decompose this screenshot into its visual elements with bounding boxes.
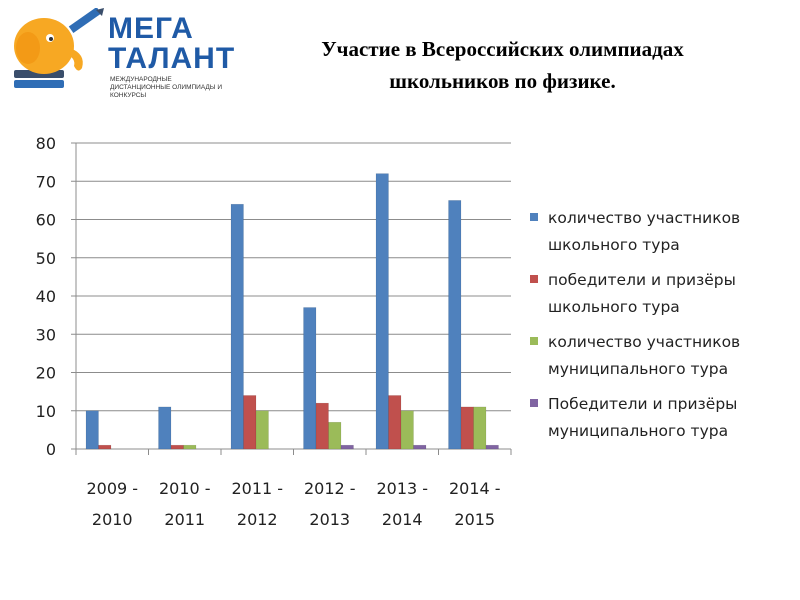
x-tick-label: 2009 - (86, 479, 138, 498)
bar (485, 444, 499, 450)
bar (243, 395, 257, 450)
x-tick-label: 2012 - (304, 479, 356, 498)
x-tick-label: 2014 (382, 510, 423, 529)
y-tick-label: 30 (36, 325, 56, 344)
legend-swatch (530, 399, 538, 407)
legend-label: количество участников муниципального тура (548, 333, 741, 378)
logo-subtitle: МЕЖДУНАРОДНЫЕ ДИСТАНЦИОННЫЕ ОЛИМПИАДЫ И … (110, 76, 223, 99)
bar (388, 395, 402, 450)
bar (328, 421, 342, 450)
mega-talant-logo: МЕГА ТАЛАНТ МЕЖДУНАРОДНЫЕ ДИСТАНЦИОННЫЕ … (8, 8, 234, 99)
x-tick-label: 2013 (309, 510, 350, 529)
bar (303, 307, 317, 450)
bar (448, 200, 462, 450)
x-tick-label: 2012 (237, 510, 278, 529)
bar (340, 444, 354, 450)
y-tick-label: 60 (36, 211, 56, 230)
legend-swatch (530, 337, 538, 345)
legend-label: Победители и призёры муниципального тура (548, 395, 738, 440)
legend-swatch (530, 275, 538, 283)
elephant-pencil-icon (14, 8, 104, 88)
x-tick-label: 2013 - (376, 479, 428, 498)
legend-item: количество участников школьного тура (530, 205, 790, 259)
bar (315, 402, 329, 450)
title-line-1: Участие в Всероссийских олимпиадах (321, 37, 684, 61)
bar (460, 406, 474, 450)
x-tick-label: 2015 (454, 510, 495, 529)
y-tick-label: 0 (46, 440, 56, 459)
legend-item: Победители и призёры муниципального тура (530, 391, 790, 445)
bar (413, 444, 427, 450)
y-tick-label: 50 (36, 249, 56, 268)
bar (170, 444, 184, 450)
x-tick-label: 2011 - (231, 479, 283, 498)
bar (400, 410, 414, 450)
bar (255, 410, 269, 450)
logo-word-mega: МЕГА (108, 12, 194, 45)
legend-item: количество участников муниципального тура (530, 329, 790, 383)
x-tick-label: 2011 (164, 510, 205, 529)
logo-word-talant: ТАЛАНТ (108, 42, 236, 75)
x-tick-label: 2010 (92, 510, 133, 529)
y-tick-label: 80 (36, 134, 56, 153)
bar (183, 444, 197, 450)
page-title: Участие в Всероссийских олимпиадах школь… (230, 33, 775, 97)
title-line-2: школьников по физике. (389, 69, 616, 93)
legend-label: количество участников школьного тура (548, 209, 741, 254)
legend-swatch (530, 213, 538, 221)
bar (85, 410, 99, 450)
bar (230, 203, 244, 450)
legend-item: победители и призёры школьного тура (530, 267, 790, 321)
bar (158, 406, 172, 450)
chart-legend: количество участников школьного тура побед… (530, 205, 790, 453)
y-tick-label: 10 (36, 402, 56, 421)
bar (375, 173, 389, 450)
bar (98, 444, 112, 450)
y-tick-label: 40 (36, 287, 56, 306)
x-tick-label: 2014 - (449, 479, 501, 498)
y-tick-label: 20 (36, 364, 56, 383)
legend-label: победители и призёры школьного тура (548, 271, 736, 316)
y-tick-label: 70 (36, 172, 56, 191)
x-tick-label: 2010 - (159, 479, 211, 498)
bar (473, 406, 487, 450)
